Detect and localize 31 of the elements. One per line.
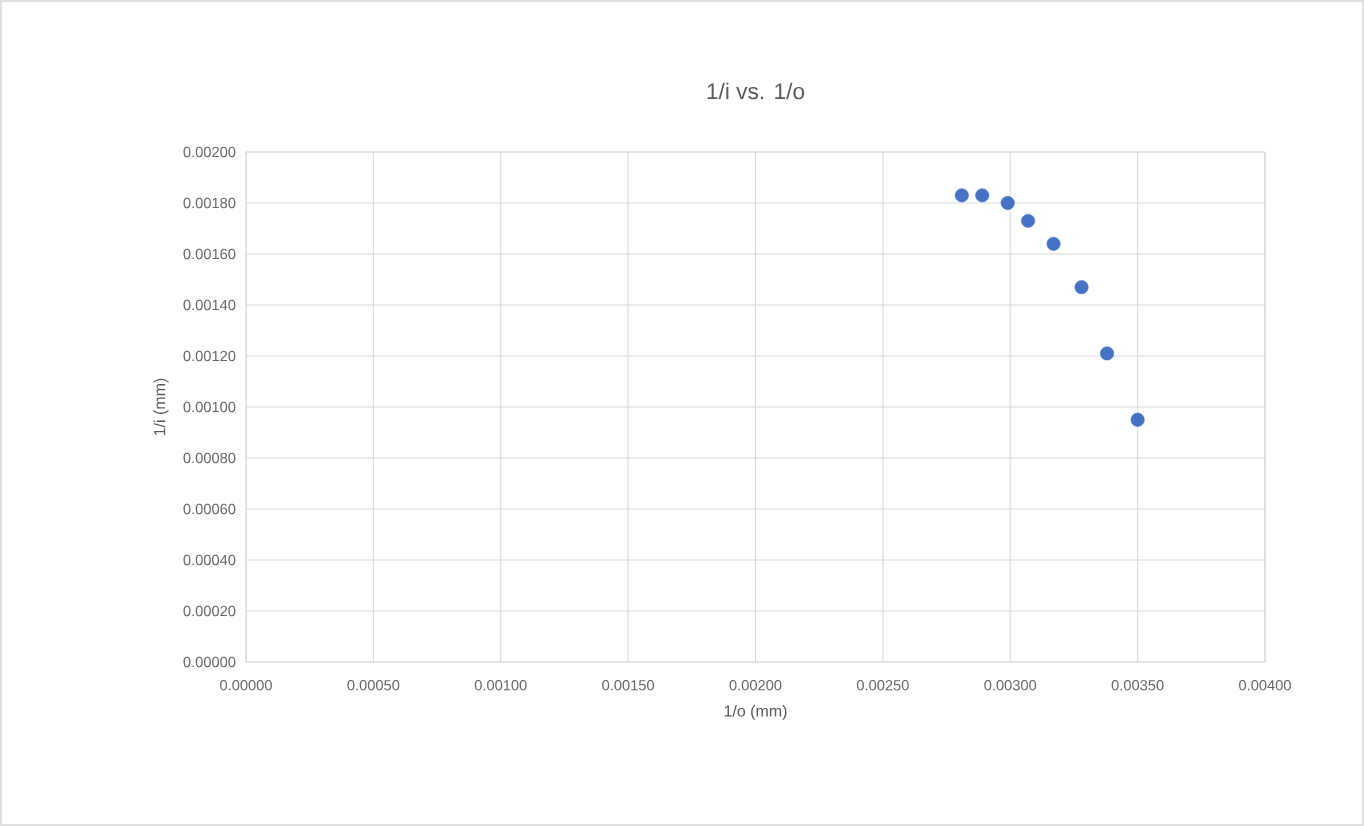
chart-title: 1/i vs. 1/o (707, 82, 805, 100)
y-tick-label: 0.00100 (183, 401, 236, 413)
y-tick-label: 0.00060 (183, 503, 236, 515)
point (1021, 213, 1036, 228)
x-axis-title: 1/o (mm) (724, 704, 787, 720)
x-tick-label: 0.00350 (1111, 680, 1164, 691)
y-tick-label: 0.00160 (183, 248, 236, 260)
point (1000, 196, 1015, 210)
point (1074, 280, 1089, 295)
x-tick-label: 0.00000 (220, 680, 272, 691)
point (975, 188, 990, 203)
y-tick-label: 0.00040 (183, 554, 236, 566)
y-axis-title: 1/i (mm) (153, 378, 169, 436)
x-tick-label: 0.00050 (347, 680, 400, 691)
y-tick-label: 0.00000 (183, 656, 236, 668)
y-tick-label: 0.00180 (183, 197, 236, 209)
y-tick-label: 0.00140 (183, 299, 236, 311)
point (954, 188, 969, 203)
point (1130, 412, 1145, 427)
point (1046, 236, 1061, 251)
x-tick-label: 0.00250 (856, 680, 909, 691)
x-tick-label: 0.00150 (602, 680, 655, 691)
x-tick-label: 0.00300 (984, 680, 1037, 691)
x-tick-label: 0.00400 (1239, 680, 1291, 691)
x-tick-label: 0.00100 (474, 680, 527, 691)
y-tick-label: 0.00020 (183, 605, 236, 617)
x-tick-label: 0.00200 (729, 680, 782, 691)
point (1100, 346, 1114, 361)
y-tick-label: 0.00200 (183, 146, 236, 158)
y-tick-label: 0.00120 (183, 350, 236, 362)
y-tick-label: 0.00080 (183, 452, 236, 464)
